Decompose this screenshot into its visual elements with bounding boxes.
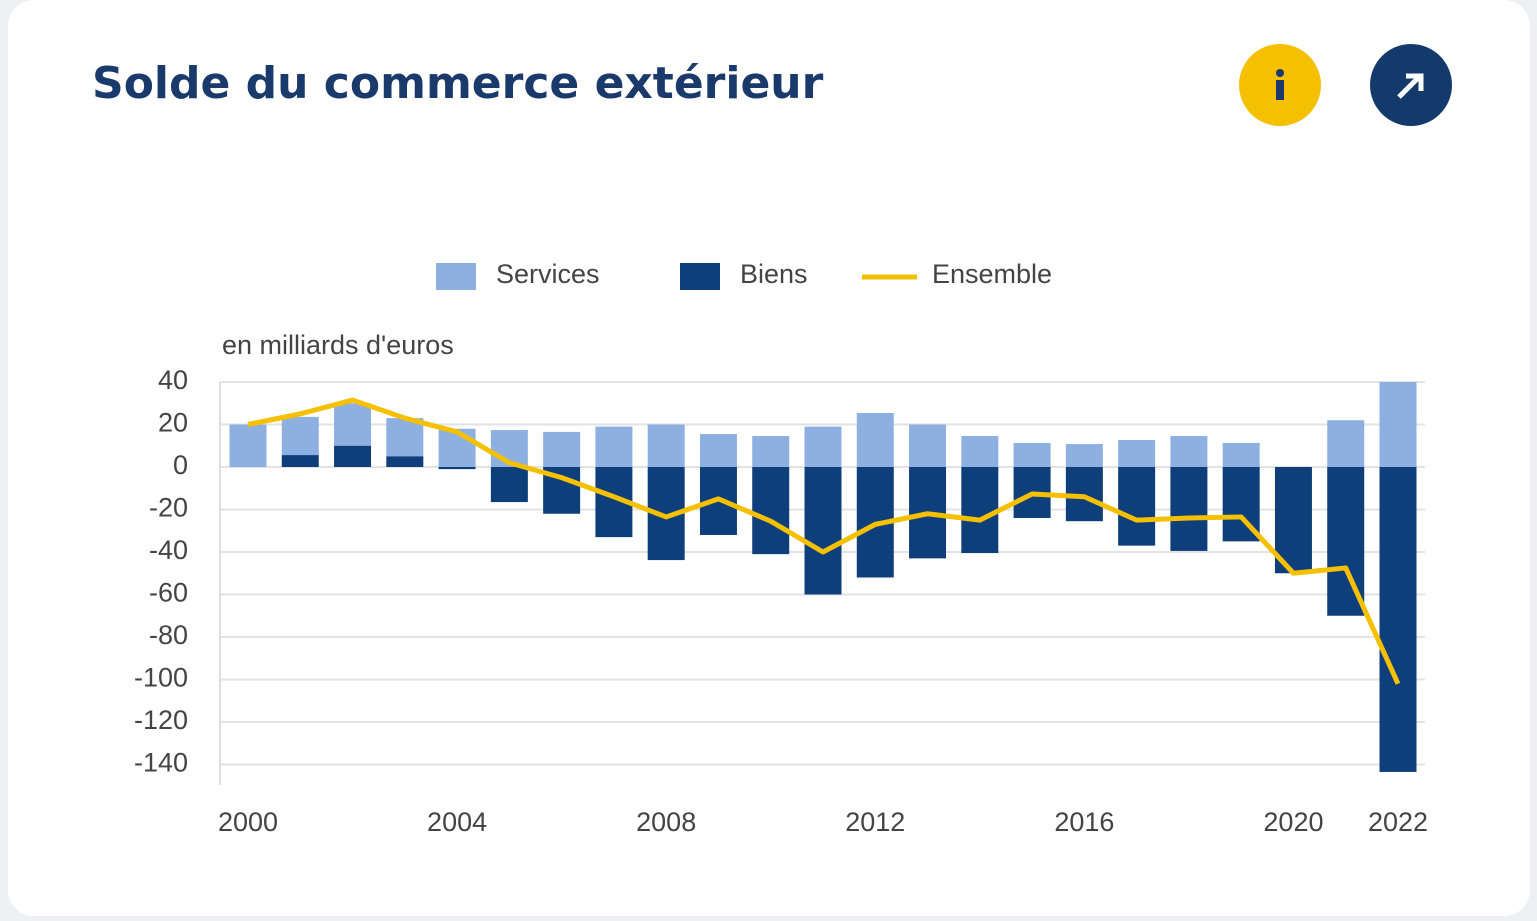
y-tick-label: -120 [134,705,188,735]
info-button[interactable] [1239,44,1321,126]
bar [1222,442,1260,467]
bar [1379,467,1417,772]
x-tick-label: 2012 [845,807,905,837]
bar [1065,444,1103,467]
bar [1118,467,1156,546]
open-button[interactable] [1370,44,1452,126]
bar [543,431,581,467]
bar [1118,440,1156,467]
bar [1274,467,1312,574]
bar [281,455,319,467]
bar [438,428,476,467]
bar [647,424,685,467]
bar [1379,382,1417,467]
legend-label: Services [496,259,600,289]
bar [438,467,476,470]
legend-swatch [436,263,476,290]
y-tick-label: -80 [149,620,188,650]
y-tick-label: -40 [149,535,188,565]
bar [595,426,633,467]
bar [752,435,790,467]
legend-label: Ensemble [932,259,1052,289]
bar [334,445,372,467]
bar [804,426,842,467]
bar [856,413,894,467]
bar [1170,435,1208,467]
line [247,397,1401,685]
y-tick-label: 40 [158,365,188,395]
bar [386,418,424,457]
x-tick-label: 2020 [1263,807,1323,837]
y-tick-label: -20 [149,493,188,523]
x-tick-label: 2008 [636,807,696,837]
bar [804,467,842,595]
bar [699,434,737,467]
y-tick-label: -100 [134,663,188,693]
x-tick-label: 2022 [1368,807,1428,837]
legend-swatch [680,263,720,290]
bar [961,467,999,554]
y-axis-label: en milliards d'euros [222,330,454,360]
x-tick-label: 2016 [1054,807,1114,837]
bar [386,456,424,467]
bar [961,435,999,467]
legend-label: Biens [740,259,808,289]
bar [752,467,790,555]
bar [281,416,319,456]
bar [1013,442,1051,467]
bar [909,424,947,467]
y-tick-label: -60 [149,578,188,608]
chart-title: Solde du commerce extérieur [92,58,824,109]
y-tick-label: 20 [158,408,188,438]
bar [1327,420,1365,467]
y-tick-label: 0 [173,450,188,480]
bar [490,467,528,503]
bar [334,403,372,446]
bar [1170,467,1208,551]
y-tick-label: -140 [134,748,188,778]
bar [229,424,267,467]
x-tick-label: 2004 [427,807,487,837]
x-tick-label: 2000 [218,807,278,837]
